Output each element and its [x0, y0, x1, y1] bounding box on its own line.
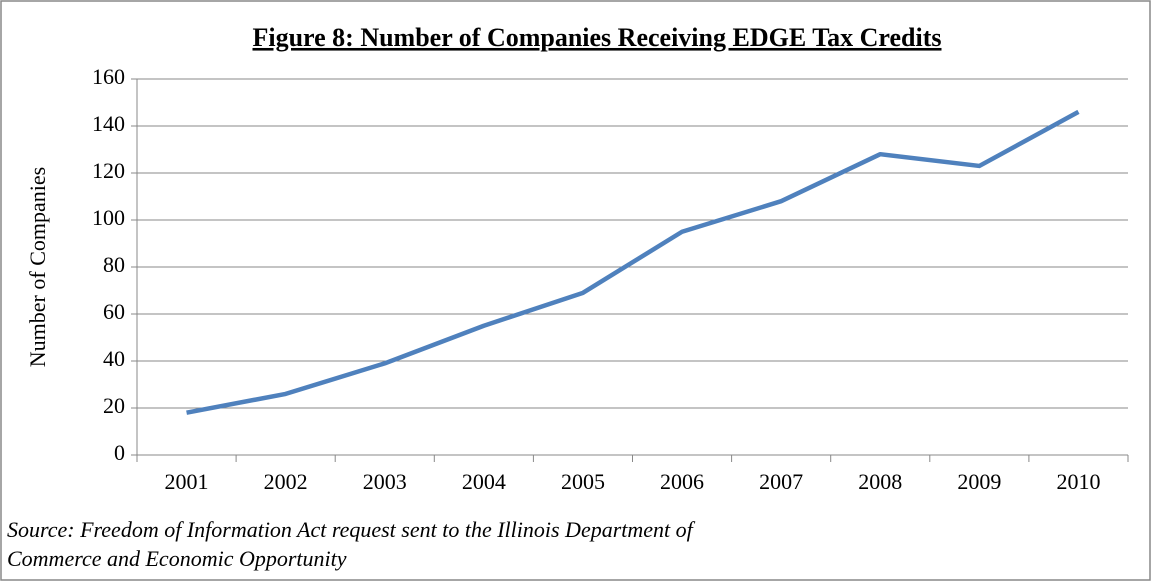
- x-tick-label: 2005: [561, 469, 605, 494]
- y-axis-label: Number of Companies: [25, 167, 50, 367]
- y-tick-label: 20: [103, 393, 125, 418]
- x-tick-label: 2002: [264, 469, 308, 494]
- data-line: [186, 109, 1080, 415]
- x-tick-label: 2007: [759, 469, 803, 494]
- chart-title: Figure 8: Number of Companies Receiving …: [252, 23, 941, 52]
- source-note: Commerce and Economic Opportunity: [7, 546, 347, 571]
- x-tick-label: 2006: [660, 469, 704, 494]
- x-tick-label: 2001: [165, 469, 209, 494]
- x-tick-label: 2003: [363, 469, 407, 494]
- y-tick-label: 140: [92, 111, 125, 136]
- y-tick-label: 160: [92, 64, 125, 89]
- x-tick-label: 2008: [858, 469, 902, 494]
- y-tick-label: 100: [92, 205, 125, 230]
- source-note: Source: Freedom of Information Act reque…: [7, 517, 696, 542]
- x-tick-label: 2009: [957, 469, 1001, 494]
- y-tick-label: 120: [92, 158, 125, 183]
- y-tick-label: 0: [114, 440, 125, 465]
- y-tick-label: 40: [103, 346, 125, 371]
- y-tick-label: 80: [103, 252, 125, 277]
- y-tick-label: 60: [103, 299, 125, 324]
- x-tick-label: 2004: [462, 469, 506, 494]
- x-tick-label: 2010: [1056, 469, 1100, 494]
